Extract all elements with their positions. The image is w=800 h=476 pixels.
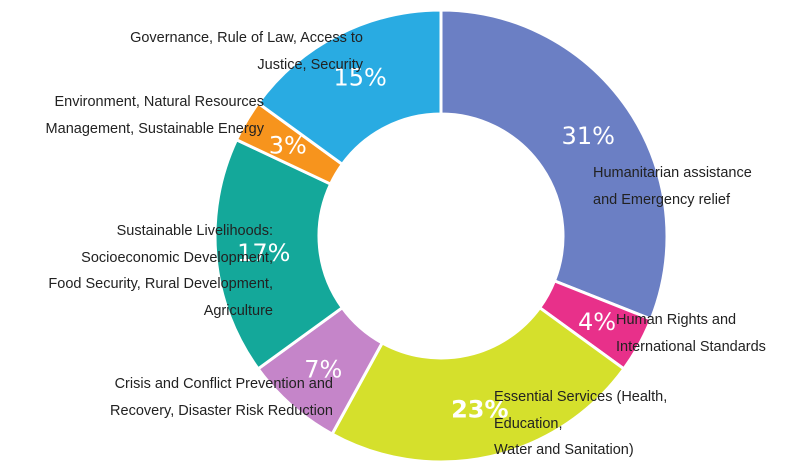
category-label-line: International Standards (616, 338, 766, 355)
category-label-line: Agriculture (203, 302, 273, 319)
category-label-line: Governance, Rule of Law, Access to (130, 30, 363, 46)
donut-slice (256, 8, 443, 167)
category-label-line: Sustainable Livelihoods: (116, 223, 273, 239)
category-label-line: Socioeconomic Development, (81, 249, 273, 266)
slice-category-label: Essential Services (Health, Education, Wat… (494, 384, 667, 464)
category-label-line: Essential Services (Health, (494, 389, 668, 405)
slice-category-label: Human Rights and International Standards (616, 307, 766, 360)
category-label-line: and Emergency relief (593, 191, 731, 208)
category-label-line: Food Security, Rural Development, (48, 276, 273, 292)
category-label-line: Humanitarian assistance (593, 165, 752, 181)
slice-percent-label: 17% (237, 239, 290, 267)
category-label-line: Environment, Natural Resources (54, 94, 264, 110)
category-label-line: Human Rights and (616, 312, 737, 328)
slice-category-label: Crisis and Conflict Prevention and Recove… (110, 371, 333, 424)
category-label-line: Recovery, Disaster Risk Reduction (110, 402, 333, 419)
slice-percent-label: 23% (451, 396, 508, 424)
category-label-line: Management, Sustainable Energy (45, 120, 264, 137)
category-label-line: Water and Sanitation) (494, 442, 634, 458)
category-label-line: Education, (494, 415, 563, 432)
slice-percent-label: 4% (578, 308, 616, 336)
category-label-line: Crisis and Conflict Prevention and (114, 376, 333, 392)
slice-category-label: Environment, Natural Resources Management… (46, 89, 264, 142)
donut-slice (439, 8, 669, 322)
slice-category-label: Sustainable Livelihoods: Socioeconomic De… (48, 218, 273, 324)
slice-percent-label: 7% (304, 356, 342, 384)
slice-category-label: Governance, Rule of Law, Access to Justic… (130, 25, 363, 78)
slice-category-label: Humanitarian assistance and Emergency rel… (593, 160, 752, 213)
category-label-line: Justice, Security (257, 56, 363, 73)
donut-slice (330, 305, 626, 464)
slice-percent-label: 15% (334, 63, 387, 91)
slice-percent-label: 3% (269, 131, 307, 159)
slice-percent-label: 31% (562, 122, 615, 150)
donut-slice (213, 137, 345, 371)
